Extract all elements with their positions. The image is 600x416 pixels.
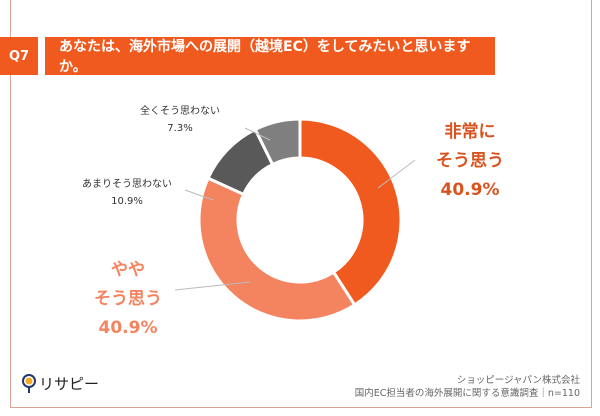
leader-line — [377, 159, 416, 189]
frame — [10, 0, 592, 408]
donut-slice — [298, 117, 403, 308]
leader-line — [184, 189, 214, 201]
logo: リサピー — [22, 373, 99, 394]
logo-text: リサピー — [39, 375, 100, 393]
donut-slice — [197, 176, 357, 323]
question-title: あなたは、海外市場への展開（越境EC）をしてみたいと思いますか。 — [45, 37, 495, 75]
value-label: 10.9% — [111, 196, 143, 207]
source: ショッピージャパン株式会社 国内EC担当者の海外展開に関する意識調査｜n=110 — [355, 374, 580, 400]
label-line: やや — [111, 260, 145, 280]
label-line: 非常に — [444, 122, 496, 142]
question-number: Q7 — [0, 37, 38, 75]
label-not-much: あまりそう思わない 10.9% — [62, 176, 192, 210]
source-company: ショッピージャパン株式会社 — [456, 375, 580, 386]
source-survey: 国内EC担当者の海外展開に関する意識調査｜n=110 — [354, 388, 580, 399]
leader-line — [244, 127, 271, 141]
label-line: 全くそう思わない — [140, 106, 220, 117]
value-label: 7.3% — [167, 123, 193, 134]
label-line: そう思う — [436, 151, 504, 171]
leader-line — [174, 281, 251, 291]
logo-pin-icon — [22, 373, 36, 393]
donut-slice — [253, 117, 302, 167]
value-label: 40.9% — [440, 180, 500, 200]
label-somewhat-agree: やや そう思う 40.9% — [78, 256, 178, 343]
label-not-at-all: 全くそう思わない 7.3% — [125, 103, 235, 137]
label-very-agree: 非常に そう思う 40.9% — [420, 118, 520, 205]
value-label: 40.9% — [98, 318, 158, 338]
label-line: そう思う — [94, 289, 162, 309]
label-line: あまりそう思わない — [82, 179, 172, 190]
